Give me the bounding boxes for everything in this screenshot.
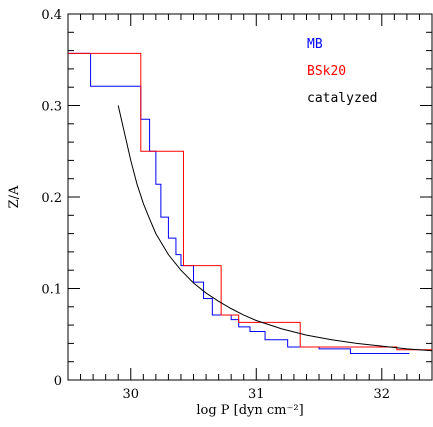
series-line-bsk20 [68,52,432,351]
tick-marks [67,13,433,381]
y-tick-label: 0.3 [41,100,62,115]
legend-label-catalyzed: catalyzed [307,91,377,106]
y-tick-label: 0.1 [41,283,62,298]
x-axis-label: log P [dyn cm⁻²] [196,403,303,418]
x-tick-label: 30 [122,387,139,402]
y-axis-label: Z/A [7,185,22,208]
legend: MB BSk20 catalyzed [307,37,377,106]
x-tick-label: 31 [248,387,265,402]
y-tick-label: 0.4 [41,8,62,23]
y-tick-label: 0 [54,374,62,389]
series-line-catalyzed [117,105,432,352]
x-tick-label: 32 [374,387,391,402]
tick-labels: 30 31 32 0 0.1 0.2 0.3 0.4 [41,8,390,402]
plot-frame [67,13,433,381]
y-tick-label: 0.2 [41,191,62,206]
series-layer [68,52,432,354]
legend-label-bsk20: BSk20 [307,64,346,79]
legend-label-mb: MB [307,37,323,52]
